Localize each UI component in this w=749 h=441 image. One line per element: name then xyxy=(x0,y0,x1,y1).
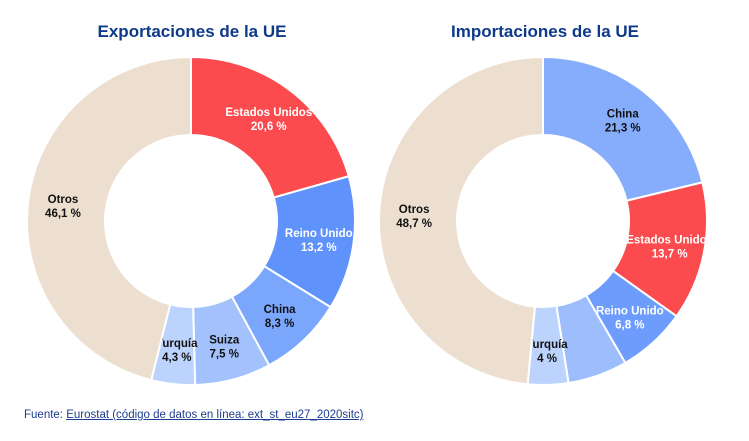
imports-label-estados-unidos: Estados Unidos 13,7 % xyxy=(626,234,713,260)
imports-label-china: China 21,3 % xyxy=(605,109,641,135)
source-prefix: Fuente: xyxy=(24,409,67,421)
exports-label-china: China 8,3 % xyxy=(264,304,297,330)
exports-slice-estados-unidos xyxy=(190,55,351,199)
source-link[interactable]: Eurostat (código de datos en línea: ext_… xyxy=(66,409,364,421)
exports-label-otros: Otros 46,1 % xyxy=(45,194,81,220)
exports-label-suiza: Suiza 7,5 % xyxy=(209,335,240,361)
exports-label-reino-unido: Reino Unido 13,2 % xyxy=(285,228,353,254)
exports-label-turquia: Turquía 4,3 % xyxy=(156,338,198,364)
exports-donut: Estados Unidos 20,6 % Reino Unido 13,2 % Chi… xyxy=(26,55,356,386)
imports-slice-china xyxy=(542,55,704,202)
exports-chart-title: Exportaciones de la UE xyxy=(97,22,287,41)
exports-label-estados-unidos: Estados Unidos 20,6 % xyxy=(225,107,312,133)
source-note: Fuente: Eurostat (código de datos en lín… xyxy=(24,409,364,421)
imports-label-turquia: Turquía 4 % xyxy=(526,339,568,365)
imports-slice-otros xyxy=(378,55,544,386)
imports-label-reino-unido: Reino Unido 6,8 % xyxy=(596,305,664,331)
imports-donut: China 21,3 % Estados Unidos 13,7 % Reino Uni… xyxy=(378,55,713,386)
exports-slice-otros xyxy=(26,55,192,382)
imports-label-otros: Otros 48,7 % xyxy=(396,204,432,230)
imports-chart-title: Importaciones de la UE xyxy=(451,22,639,41)
